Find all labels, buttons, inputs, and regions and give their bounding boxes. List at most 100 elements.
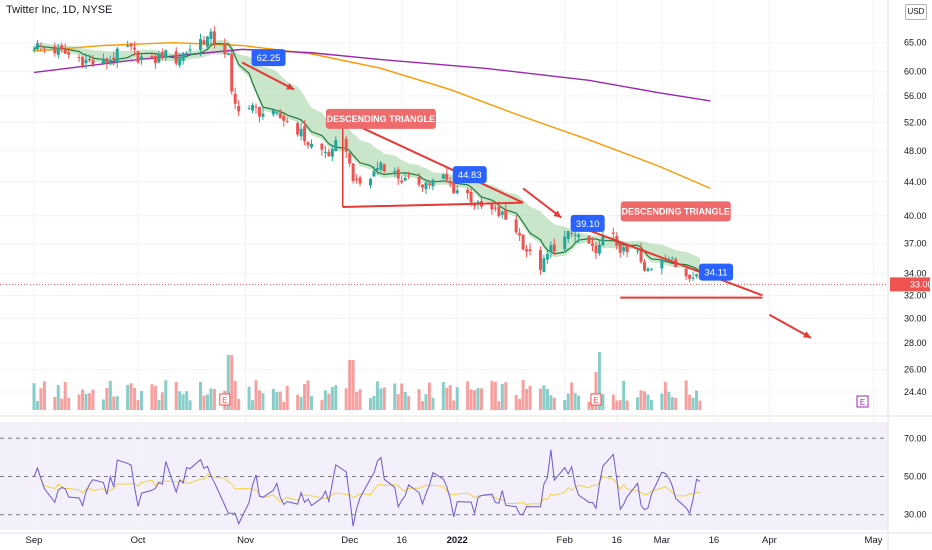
candle-body [542,258,546,272]
volume-bar [212,388,216,410]
triangle-2-upper [571,222,763,297]
volume-bar [306,380,310,410]
ma-band [34,40,701,275]
candle-body [528,249,532,252]
candle-body [105,58,109,64]
candle-body [60,45,64,50]
candle-body [504,209,508,220]
volume-bar [521,380,525,410]
volume-bar [514,395,518,410]
candle-body [320,143,324,150]
candle-body [35,43,39,49]
price-tick-label: 24.40 [904,387,927,397]
candle-body [129,43,133,47]
rsi-tick-label: 50.00 [904,472,927,482]
candle-body [587,236,591,244]
volume-bar [493,381,497,410]
price-label: 44.83 [458,170,482,181]
volume-bar [479,388,483,410]
candle-body [261,113,265,117]
candle-body [133,47,137,50]
triangle-1-upper [342,117,524,204]
candle-body [552,244,556,252]
price-label: 34.11 [704,268,727,279]
candle-body [247,108,251,110]
candle-body [188,49,192,51]
earnings-marker-future [856,395,869,408]
earnings-marker-label: E [593,396,598,405]
time-tick-label: Nov [237,535,254,546]
trend-arrow-3 [768,313,812,339]
volume-bar [667,391,671,410]
candle-body [205,36,209,47]
volume-bar [164,380,168,410]
currency-badge[interactable]: USD [905,4,927,20]
volume-bar [188,400,192,410]
trend-arrow-1-head [286,83,295,90]
candle-body [251,104,255,111]
candle-body [497,207,501,217]
candle-body [91,60,95,65]
volume-bar [382,387,386,410]
candle-body [199,39,203,50]
volume-bar [698,400,702,410]
rsi-tick-label: 30.00 [904,510,927,520]
candle-body [108,59,112,61]
volume-bar [455,387,459,410]
candle-body [518,232,522,236]
volume-bar [518,398,522,410]
candle-body [348,153,352,164]
volume-bar [81,389,85,410]
rsi-ma-line [33,466,701,506]
time-tick-label: Oct [131,535,146,546]
candle-body [403,177,407,181]
volume-bar [577,395,581,410]
candle-body [490,204,494,210]
candle-body [570,232,574,234]
candle-body [271,110,275,115]
volume-bar [160,392,164,410]
candle-body [441,174,445,179]
volume-bar [407,396,411,410]
volume-bar [185,391,189,410]
candle-body [611,232,615,234]
candle-body [549,245,553,252]
candle-body [521,234,525,250]
price-label-box [699,263,734,281]
volume-bar [566,393,570,410]
volume-bar [63,381,67,410]
candle-body [601,234,605,246]
rsi-tick-label: 70.00 [904,433,927,443]
trend-arrow-3-head [803,331,812,338]
volume-bar [226,355,230,410]
volume-bar [695,390,699,410]
candle-body [230,54,234,92]
volume-bar [303,383,307,410]
candle-body [160,52,164,59]
candle-body [493,207,497,209]
candle-body [257,107,261,117]
candle-body [202,40,206,44]
candle-body [684,268,688,277]
candle-body [618,244,622,253]
volume-bar [601,394,605,410]
ma-100-line [33,42,711,190]
volume-bar [431,397,435,410]
volume-bar [108,380,112,410]
volume-bar [101,399,105,410]
candle-body [39,45,43,47]
volume-bar [424,394,428,410]
candle-body [344,138,348,152]
volume-bar [257,390,261,410]
price-tick-label: 40.00 [904,211,927,221]
volume-bar [594,372,598,410]
price-tick-label: 65.00 [904,38,927,48]
volume-bar [597,352,601,410]
candle-body [323,151,327,153]
volume-bar [570,382,574,410]
triangle-1-lower [342,201,524,208]
candle-body [431,179,435,187]
volume-bar [330,386,334,410]
price-tick-label: 37.00 [904,239,927,249]
